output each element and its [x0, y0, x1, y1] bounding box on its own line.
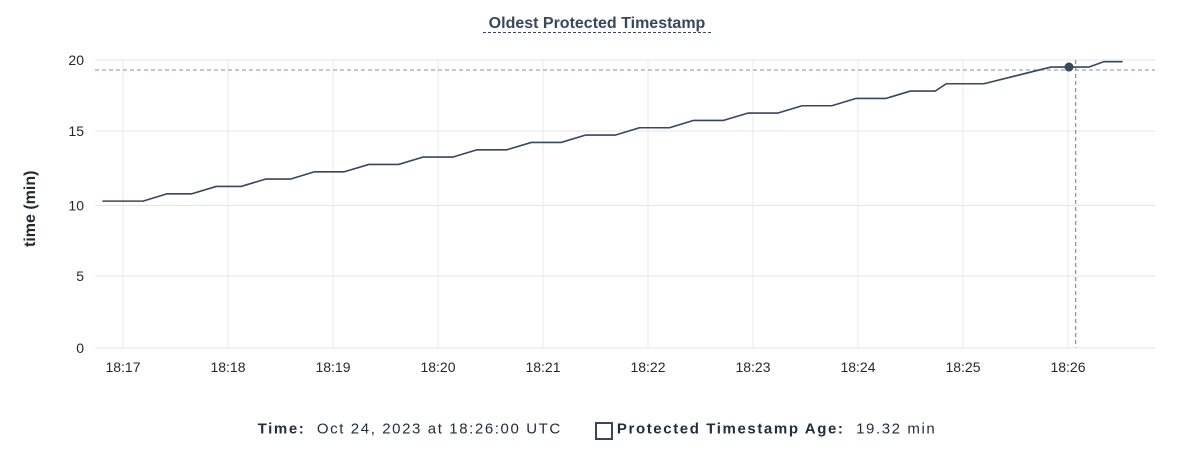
svg-text:18:17: 18:17 [105, 359, 140, 375]
svg-text:10: 10 [68, 198, 84, 214]
svg-text:0: 0 [76, 340, 84, 356]
svg-text:18:18: 18:18 [210, 359, 245, 375]
svg-text:18:26: 18:26 [1050, 359, 1085, 375]
svg-text:18:25: 18:25 [945, 359, 980, 375]
svg-text:5: 5 [76, 268, 84, 284]
svg-text:18:23: 18:23 [735, 359, 770, 375]
svg-text:18:19: 18:19 [315, 359, 350, 375]
svg-text:18:21: 18:21 [525, 359, 560, 375]
svg-text:18:20: 18:20 [420, 359, 455, 375]
svg-text:18:22: 18:22 [630, 359, 665, 375]
svg-text:18:24: 18:24 [840, 359, 875, 375]
svg-text:15: 15 [68, 123, 84, 139]
svg-text:20: 20 [68, 52, 84, 68]
